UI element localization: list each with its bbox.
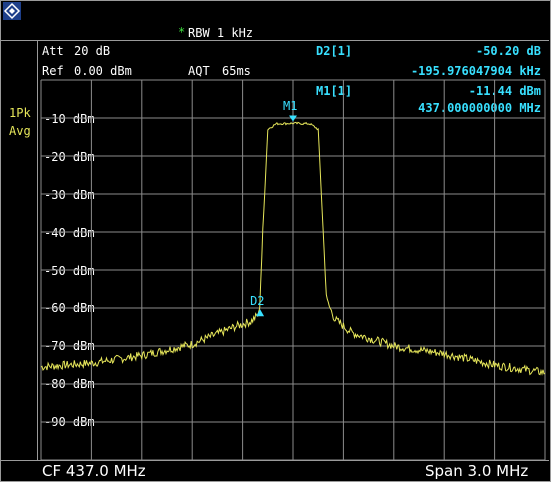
marker-1-frequency: 437.000000000 MHz xyxy=(418,101,541,115)
y-tick-label: -50 dBm xyxy=(44,264,95,278)
frequency-span[interactable]: Span 3.0 MHz xyxy=(425,462,529,480)
y-tick-label: -40 dBm xyxy=(44,226,95,240)
aqt-label: AQT xyxy=(188,64,210,78)
y-tick-label: -10 dBm xyxy=(44,112,95,126)
grid xyxy=(40,79,546,461)
delta-marker-label: D2[1] xyxy=(316,44,353,58)
rohde-schwarz-logo-icon xyxy=(3,2,21,20)
marker-d2-icon xyxy=(256,309,265,317)
marker-1-level: -11.44 dBm xyxy=(468,84,541,98)
side-panel-divider xyxy=(37,40,38,461)
trace-line xyxy=(40,121,546,376)
delta-marker-frequency: -195.976047904 kHz xyxy=(410,64,541,78)
trace-mode: Avg xyxy=(9,124,31,138)
att-label: Att xyxy=(42,44,64,58)
marker-layer xyxy=(256,115,297,317)
aqt-value[interactable]: 65ms xyxy=(222,64,251,78)
trace-detector: 1Pk xyxy=(9,106,31,120)
delta-marker-tag[interactable]: D2 xyxy=(250,294,265,309)
ref-level-value[interactable]: 0.00 dBm xyxy=(74,64,132,78)
delta-marker-level: -50.20 dB xyxy=(475,44,541,58)
ref-label: Ref xyxy=(42,64,64,78)
rbw-setting[interactable]: RBW 1 kHz xyxy=(188,26,254,40)
y-tick-label: -30 dBm xyxy=(44,188,95,202)
marker-1-tag[interactable]: M1 xyxy=(283,99,298,114)
y-tick-label: -20 dBm xyxy=(44,150,95,164)
center-frequency[interactable]: CF 437.0 MHz xyxy=(42,462,146,480)
att-value[interactable]: 20 dB xyxy=(74,44,111,58)
rbw-modified-star: * xyxy=(178,25,186,39)
marker-m1-icon xyxy=(289,115,297,122)
header-divider xyxy=(0,40,549,41)
footer-divider xyxy=(0,460,549,461)
